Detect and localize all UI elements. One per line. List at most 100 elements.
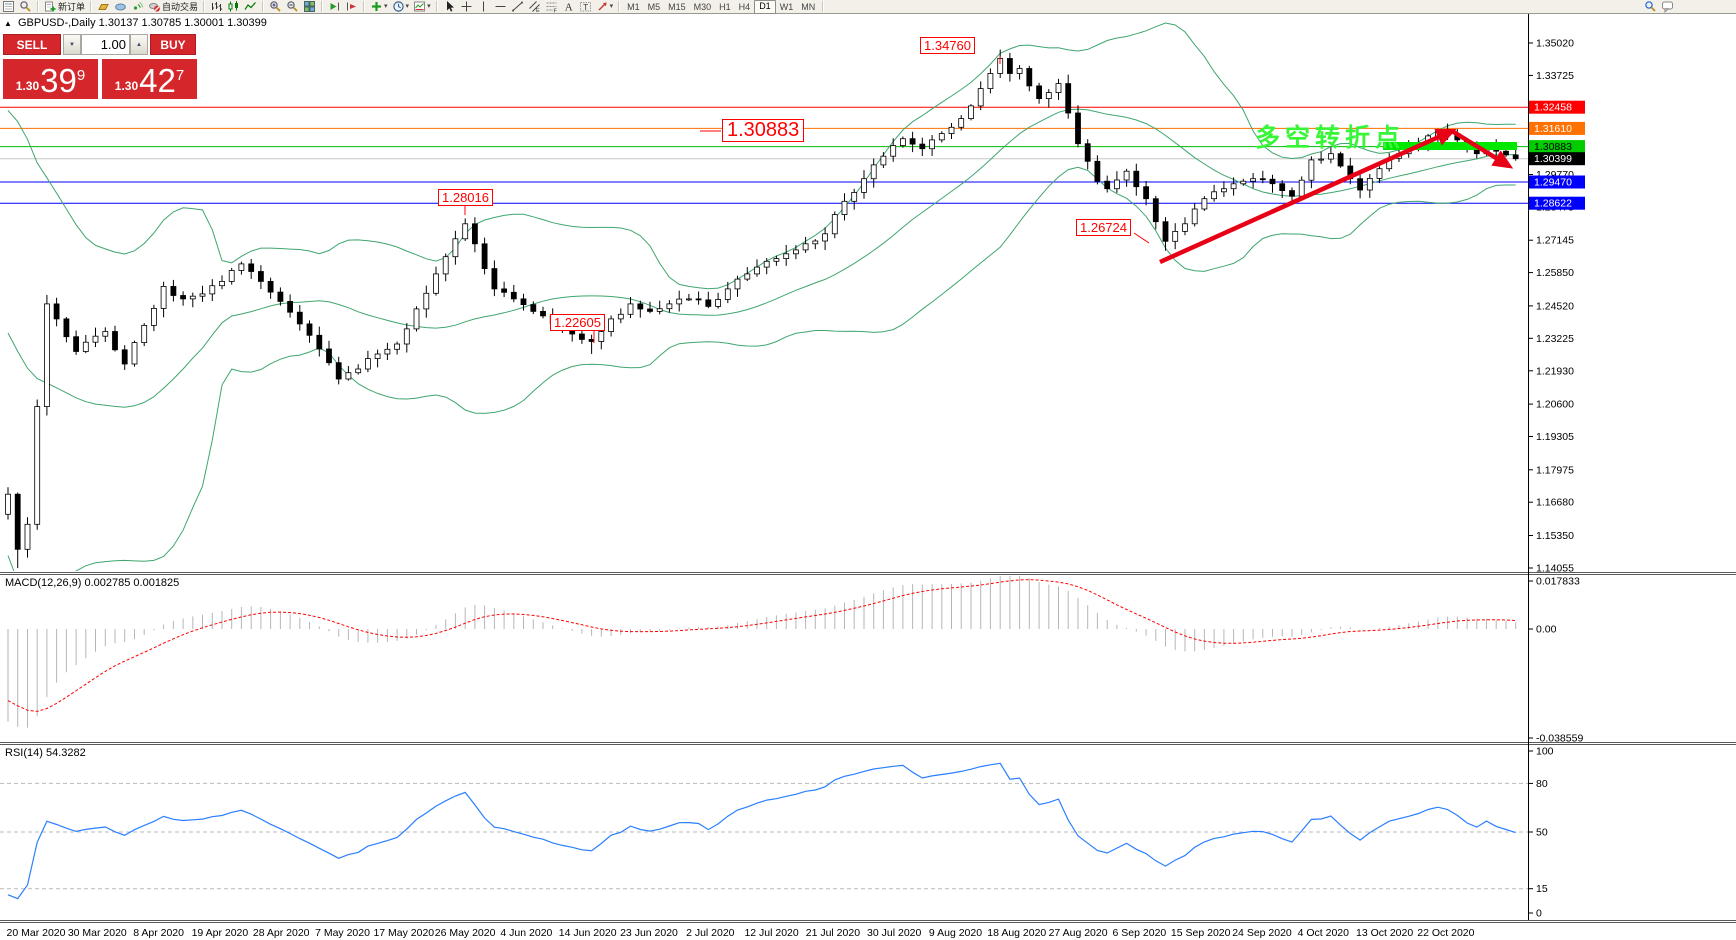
- fibonacci-button[interactable]: F: [543, 0, 560, 13]
- svg-text:4 Oct 2020: 4 Oct 2020: [1298, 927, 1350, 939]
- timeframe-d1[interactable]: D1: [754, 0, 776, 14]
- svg-text:1.20600: 1.20600: [1536, 399, 1574, 411]
- toolbar-separator: [203, 1, 206, 12]
- market-watch-button[interactable]: [17, 0, 34, 13]
- arrows-button[interactable]: ▾: [594, 0, 616, 13]
- crosshair-button[interactable]: [458, 0, 475, 13]
- chart-ohlc-values: 1.30137 1.30785 1.30001 1.30399: [98, 17, 267, 29]
- timeframe-m15[interactable]: M15: [668, 1, 686, 12]
- timeframe-h1[interactable]: H1: [719, 1, 731, 12]
- svg-text:1.25850: 1.25850: [1536, 267, 1574, 279]
- trendline-button[interactable]: [509, 0, 526, 13]
- svg-text:30 Jul 2020: 30 Jul 2020: [867, 927, 921, 939]
- collapse-panel-icon[interactable]: ▲: [4, 19, 12, 28]
- indicators-button[interactable]: ▾: [368, 0, 390, 13]
- macd-signal-line: [7, 579, 1516, 712]
- new-chart-button[interactable]: [0, 0, 17, 13]
- line-chart-button[interactable]: [242, 0, 259, 13]
- templates-icon: [413, 0, 426, 13]
- price-callout[interactable]: 1.28016: [438, 189, 493, 206]
- timeframe-m30[interactable]: M30: [693, 1, 712, 12]
- indicators-dropdown-icon[interactable]: ▾: [384, 3, 388, 10]
- timeframe-w1[interactable]: W1: [779, 1, 794, 12]
- trend-arrows[interactable]: [1159, 128, 1514, 265]
- new-order-button[interactable]: 新订单: [42, 0, 87, 13]
- svg-text:21 Jul 2020: 21 Jul 2020: [806, 927, 860, 939]
- svg-text:E: E: [536, 8, 540, 13]
- cursor-button[interactable]: [441, 0, 458, 13]
- text-button[interactable]: A: [560, 0, 577, 13]
- timeframe-h4[interactable]: H4: [738, 1, 751, 12]
- svg-text:7 May 2020: 7 May 2020: [315, 927, 370, 939]
- arrows-dropdown-icon[interactable]: ▾: [609, 3, 614, 10]
- price-callout[interactable]: 1.22605: [550, 314, 605, 331]
- bar-chart-button[interactable]: [208, 0, 225, 13]
- text-label-button[interactable]: T: [577, 0, 594, 13]
- toolbar-separator: [435, 1, 438, 12]
- periods-dropdown-icon[interactable]: ▾: [405, 3, 410, 10]
- vertical-line-button[interactable]: [475, 0, 492, 13]
- volume-input[interactable]: [81, 34, 130, 55]
- bollinger-bands: [7, 22, 1516, 571]
- auto-scroll-button[interactable]: [326, 0, 343, 13]
- svg-text:2 Jul 2020: 2 Jul 2020: [686, 927, 735, 939]
- highlight-bar[interactable]: [1383, 142, 1517, 150]
- zoom-in-button[interactable]: [267, 0, 284, 13]
- svg-text:1.35020: 1.35020: [1536, 38, 1574, 50]
- sell-price-display[interactable]: 1.30 39 9: [3, 59, 98, 99]
- price-axis[interactable]: 1.350201.337251.297701.284751.271451.258…: [1528, 38, 1585, 575]
- search-button[interactable]: [1642, 0, 1659, 13]
- price-callout[interactable]: 1.30883: [722, 119, 805, 142]
- horizontal-level-lines[interactable]: [0, 106, 1528, 204]
- price-callout[interactable]: 1.34760: [920, 37, 975, 54]
- date-axis[interactable]: 20 Mar 2020 30 Mar 2020 8 Apr 2020 19 Apr 2…: [7, 927, 1475, 939]
- chat-icon: [1661, 0, 1674, 13]
- equidistant-channel-button[interactable]: E: [526, 0, 543, 13]
- volume-increase-button[interactable]: ▲: [130, 34, 148, 55]
- svg-text:6 Sep 2020: 6 Sep 2020: [1113, 927, 1167, 939]
- svg-text:80: 80: [1536, 778, 1548, 790]
- zoom-out-button[interactable]: [284, 0, 301, 13]
- chat-button[interactable]: [1659, 0, 1676, 13]
- svg-text:1.28622: 1.28622: [1534, 198, 1572, 210]
- pane-separators[interactable]: [0, 14, 1736, 923]
- templates-button[interactable]: ▾: [411, 0, 433, 13]
- bar-chart-icon: [210, 0, 223, 13]
- sell-button[interactable]: SELL: [3, 34, 61, 55]
- timeframe-m1[interactable]: M1: [627, 1, 640, 12]
- community-button[interactable]: [112, 0, 129, 13]
- annotation-text[interactable]: 多空转折点: [1255, 124, 1406, 152]
- autotrading-button[interactable]: 自动交易: [146, 0, 200, 13]
- equidistant-channel-icon: E: [528, 0, 541, 13]
- toolbar-separator: [618, 1, 621, 12]
- svg-text:1.23225: 1.23225: [1536, 333, 1574, 345]
- buy-price-main: 42: [139, 62, 176, 99]
- signals-button[interactable]: [129, 0, 146, 13]
- svg-text:12 Jul 2020: 12 Jul 2020: [744, 927, 798, 939]
- volume-decrease-button[interactable]: ▼: [63, 34, 81, 55]
- tile-windows-button[interactable]: [301, 0, 318, 13]
- text-label-icon: T: [579, 0, 592, 13]
- search-icon: [1644, 0, 1657, 13]
- deposit-button[interactable]: [95, 0, 112, 13]
- chart-shift-button[interactable]: [343, 0, 360, 13]
- chart-canvas[interactable]: 1.350201.337251.297701.284751.271451.258…: [0, 14, 1736, 940]
- templates-dropdown-icon[interactable]: ▾: [427, 3, 431, 10]
- buy-price-display[interactable]: 1.30 42 7: [102, 59, 197, 99]
- crosshair-icon: [460, 0, 473, 13]
- timeframe-m5[interactable]: M5: [647, 1, 661, 12]
- svg-text:23 Jun 2020: 23 Jun 2020: [620, 927, 678, 939]
- indicators-icon: [370, 0, 383, 13]
- buy-button[interactable]: BUY: [150, 34, 196, 55]
- line-chart-icon: [244, 0, 257, 13]
- candlestick-chart-button[interactable]: [225, 0, 242, 13]
- periods-button[interactable]: ▾: [390, 0, 412, 13]
- zoom-in-icon: [269, 0, 282, 13]
- arrows-icon: [596, 0, 609, 13]
- timeframe-mn[interactable]: MN: [801, 1, 816, 12]
- price-callout[interactable]: 1.26724: [1076, 219, 1131, 236]
- svg-text:0: 0: [1536, 908, 1542, 920]
- macd-pane: 0.017833 0.00 -0.038559: [7, 576, 1583, 745]
- horizontal-line-button[interactable]: [492, 0, 509, 13]
